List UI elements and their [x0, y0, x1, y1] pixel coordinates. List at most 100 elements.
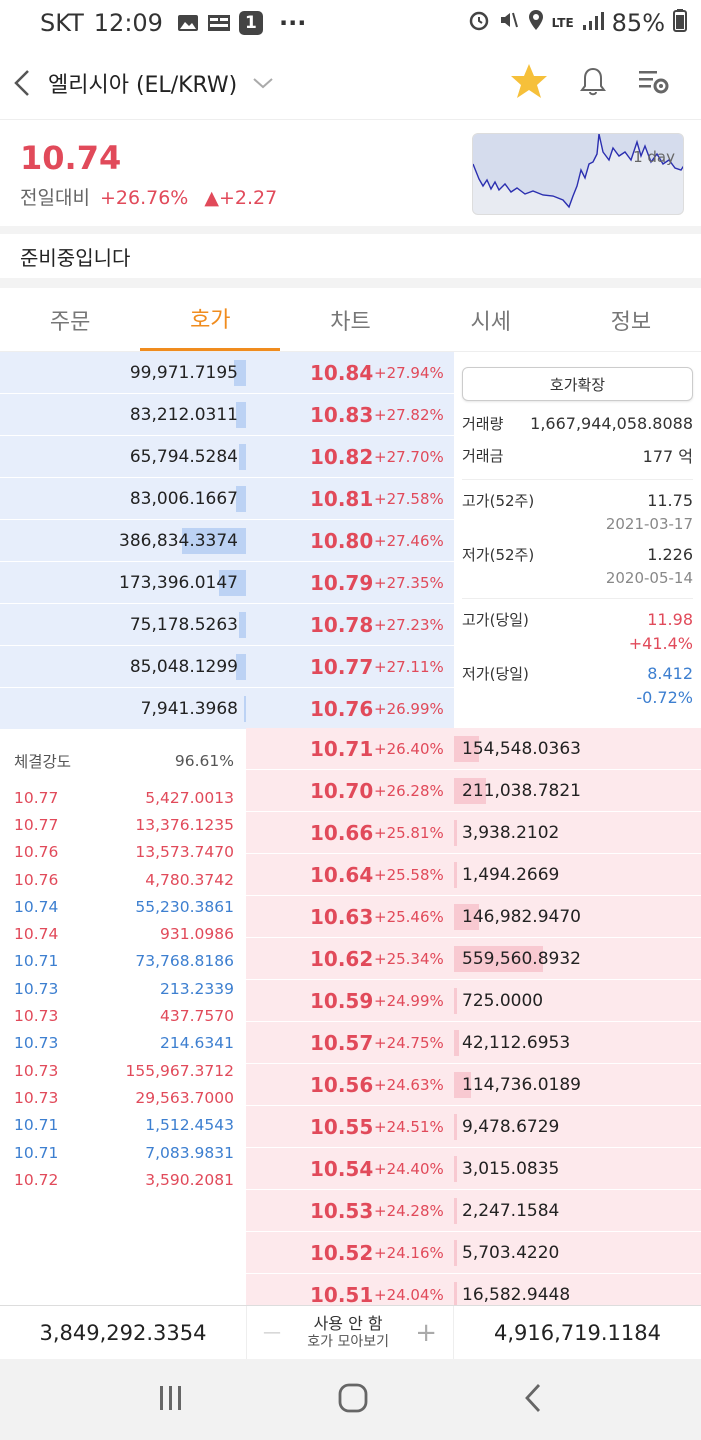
bid-price-row[interactable]: 10.55 +24.51% — [246, 1106, 454, 1148]
ask-volume-row[interactable]: 99,971.7195 — [0, 352, 246, 394]
bid-price: 10.53 — [310, 1198, 374, 1223]
bid-volume-row[interactable]: 559,560.8932 — [454, 938, 701, 980]
home-icon[interactable] — [337, 1382, 369, 1418]
bid-price-row[interactable]: 10.63 +25.46% — [246, 896, 454, 938]
ask-price-row[interactable]: 10.80 +27.46% — [246, 520, 454, 562]
tab-chart[interactable]: 차트 — [330, 309, 371, 335]
current-price: 10.74 — [20, 139, 122, 177]
ask-volume-row[interactable]: 75,178.5263 — [0, 604, 246, 646]
bid-price-row[interactable]: 10.62 +25.34% — [246, 938, 454, 980]
notification-bell-icon[interactable] — [579, 66, 607, 100]
chevron-down-icon[interactable] — [251, 76, 275, 90]
bid-price-row[interactable]: 10.54 +24.40% — [246, 1148, 454, 1190]
bid-price-row[interactable]: 10.71 +26.40% — [246, 728, 454, 770]
bid-price-row[interactable]: 10.56 +24.63% — [246, 1064, 454, 1106]
bid-price: 10.51 — [310, 1282, 374, 1306]
trade-row: 10.76 4,780.3742 — [14, 866, 234, 893]
ask-price: 10.82 — [310, 444, 374, 469]
ask-volume-row[interactable]: 83,212.0311 — [0, 394, 246, 436]
ask-price-row[interactable]: 10.76 +26.99% — [246, 688, 454, 730]
trade-quantity: 13,376.1235 — [135, 815, 234, 834]
bid-volume-row[interactable]: 1,494.2669 — [454, 854, 701, 896]
tab-bar: 주문 호가 차트 시세 정보 — [0, 288, 701, 352]
change-percent: +26.76% — [99, 187, 189, 209]
ask-percent: +26.99% — [374, 699, 444, 718]
lte-indicator: LTE — [551, 16, 574, 30]
bid-price-column: 10.71 +26.40% 10.70 +26.28% 10.66 +25.81% 10.6… — [246, 728, 454, 1305]
orderbook-expand-button[interactable]: 호가확장 — [462, 367, 693, 401]
ask-volume-row[interactable]: 7,941.3968 — [0, 688, 246, 730]
back-button[interactable] — [2, 46, 42, 120]
bid-volume-row[interactable]: 146,982.9470 — [454, 896, 701, 938]
bid-volume-row[interactable]: 42,112.6953 — [454, 1022, 701, 1064]
bid-volume-row[interactable]: 3,015.0835 — [454, 1148, 701, 1190]
bid-volume-row[interactable]: 5,703.4220 — [454, 1232, 701, 1274]
bid-volume: 3,015.0835 — [462, 1158, 560, 1179]
bid-volume: 2,247.1584 — [462, 1200, 560, 1221]
ask-volume-row[interactable]: 65,794.5284 — [0, 436, 246, 478]
bid-price-row[interactable]: 10.51 +24.04% — [246, 1274, 454, 1305]
ask-price-row[interactable]: 10.77 +27.11% — [246, 646, 454, 688]
bid-volume-row[interactable]: 114,736.0189 — [454, 1064, 701, 1106]
low-day-label: 저가(당일) — [462, 664, 529, 683]
favorite-star-icon[interactable] — [509, 62, 549, 104]
bid-volume-row[interactable]: 2,247.1584 — [454, 1190, 701, 1232]
bid-price-row[interactable]: 10.57 +24.75% — [246, 1022, 454, 1064]
ask-price-row[interactable]: 10.84 +27.94% — [246, 352, 454, 394]
clock: 12:09 — [93, 9, 163, 37]
tab-info[interactable]: 정보 — [610, 309, 652, 335]
ask-price-row[interactable]: 10.83 +27.82% — [246, 394, 454, 436]
back-nav-icon[interactable] — [521, 1382, 545, 1418]
ask-price-row[interactable]: 10.78 +27.23% — [246, 604, 454, 646]
minus-button[interactable]: — — [263, 1322, 281, 1343]
tab-quotes[interactable]: 시세 — [470, 309, 511, 335]
ask-volume: 85,048.1299 — [129, 656, 238, 677]
ask-volume-column: 99,971.7195 83,212.0311 65,794.5284 83,006.… — [0, 352, 246, 730]
bid-price-row[interactable]: 10.52 +24.16% — [246, 1232, 454, 1274]
ask-volume-row[interactable]: 85,048.1299 — [0, 646, 246, 688]
ask-price-row[interactable]: 10.79 +27.35% — [246, 562, 454, 604]
recent-apps-icon[interactable] — [156, 1383, 186, 1417]
bid-price-row[interactable]: 10.70 +26.28% — [246, 770, 454, 812]
bid-price: 10.55 — [310, 1114, 374, 1139]
bid-volume-row[interactable]: 725.0000 — [454, 980, 701, 1022]
bid-volume-bar — [454, 1198, 457, 1224]
ask-volume: 173,396.0147 — [119, 572, 238, 593]
plus-button[interactable]: + — [415, 1317, 437, 1348]
grouping-value: 사용 안 함 — [313, 1314, 383, 1334]
carrier: SKT — [40, 9, 84, 37]
tab-order[interactable]: 주문 — [49, 309, 91, 335]
market-title[interactable]: 엘리시아 (EL/KRW) — [48, 72, 238, 98]
mini-chart[interactable]: 1 day — [472, 133, 684, 215]
bid-volume-row[interactable]: 211,038.7821 — [454, 770, 701, 812]
bid-price: 10.70 — [310, 778, 374, 803]
bid-volume-bar — [454, 820, 457, 846]
ask-price-row[interactable]: 10.82 +27.70% — [246, 436, 454, 478]
grouping-toggle[interactable]: 사용 안 함 호가 모아보기 — [307, 1314, 389, 1349]
ask-volume-bar — [236, 486, 246, 512]
bid-volume-row[interactable]: 3,938.2102 — [454, 812, 701, 854]
trade-quantity: 5,427.0013 — [145, 788, 234, 807]
tab-orderbook[interactable]: 호가 — [140, 288, 281, 351]
low52-date: 2020-05-14 — [605, 569, 693, 587]
bid-volume-row[interactable]: 154,548.0363 — [454, 728, 701, 770]
bid-price-row[interactable]: 10.53 +24.28% — [246, 1190, 454, 1232]
trade-row: 10.73 437.7570 — [14, 1002, 234, 1029]
bid-volume-row[interactable]: 16,582.9448 — [454, 1274, 701, 1305]
bid-percent: +25.58% — [374, 865, 444, 884]
bid-volume-bar — [454, 1114, 457, 1140]
bid-price-row[interactable]: 10.64 +25.58% — [246, 854, 454, 896]
bid-volume-row[interactable]: 9,478.6729 — [454, 1106, 701, 1148]
ask-volume: 75,178.5263 — [129, 614, 238, 635]
settings-list-icon[interactable] — [637, 67, 669, 99]
ask-price-row[interactable]: 10.81 +27.58% — [246, 478, 454, 520]
price-summary: 10.74 전일대비 +26.76% ▲+2.27 1 day — [0, 121, 701, 225]
bid-percent: +24.40% — [374, 1159, 444, 1178]
ask-volume-row[interactable]: 386,834.3374 — [0, 520, 246, 562]
bid-price: 10.62 — [310, 946, 374, 971]
bid-volume: 114,736.0189 — [462, 1074, 581, 1095]
ask-volume-row[interactable]: 83,006.1667 — [0, 478, 246, 520]
ask-volume-row[interactable]: 173,396.0147 — [0, 562, 246, 604]
bid-price-row[interactable]: 10.59 +24.99% — [246, 980, 454, 1022]
bid-price-row[interactable]: 10.66 +25.81% — [246, 812, 454, 854]
